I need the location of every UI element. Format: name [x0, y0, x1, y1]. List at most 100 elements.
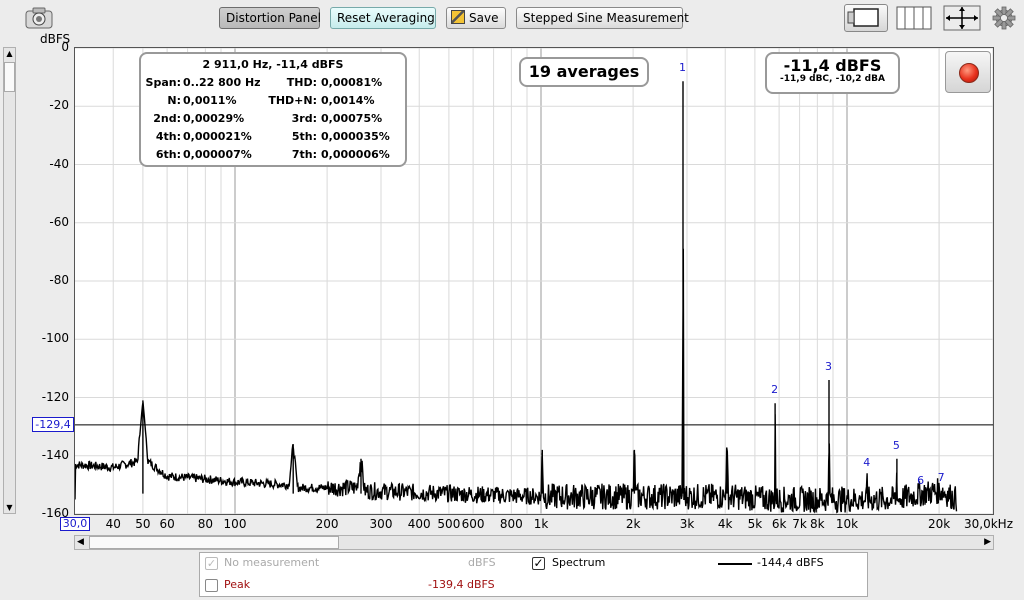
- no-measurement-unit: dBFS: [468, 556, 496, 569]
- stat-h3-value: 0,00075%: [321, 112, 383, 125]
- camera-icon[interactable]: [24, 6, 54, 30]
- vertical-scrollbar[interactable]: ▲ ▼: [3, 47, 16, 514]
- x-tick-label: 100: [223, 517, 247, 531]
- spectrum-label: Spectrum: [552, 556, 606, 569]
- x-tick-label: 200: [315, 517, 339, 531]
- x-tick-label: 4k: [717, 517, 733, 531]
- averages-badge: 19 averages: [519, 57, 649, 87]
- y-tick-label: 0: [61, 40, 69, 54]
- no-measurement-checkbox: ✓: [205, 557, 218, 570]
- stat-h6-label: 6th:: [155, 148, 181, 161]
- scroll-left-arrow[interactable]: ◀: [77, 537, 84, 547]
- cursor-level-label: -129,4: [32, 416, 74, 432]
- x-tick-label: 50: [135, 517, 151, 531]
- harmonic-marker-1: 1: [678, 61, 686, 75]
- x-tick-label: 800: [499, 517, 523, 531]
- spectrum-checkbox[interactable]: ✓: [532, 556, 545, 570]
- x-end-label: 30,0kHz: [964, 517, 1013, 531]
- y-tick-label: -40: [49, 156, 69, 171]
- peak-checkbox[interactable]: [205, 579, 218, 592]
- save-label: Save: [469, 11, 499, 25]
- no-measurement-label: No measurement: [224, 556, 320, 569]
- harmonic-marker-4: 4: [863, 456, 871, 470]
- horizontal-scrollbar[interactable]: ◀ ▶: [74, 535, 994, 550]
- x-tick-label: 3k: [679, 517, 695, 531]
- window-layout-icon[interactable]: [844, 4, 888, 32]
- y-tick-label: -140: [41, 447, 69, 462]
- y-tick-label: -120: [41, 389, 69, 404]
- spectrum-trace: [75, 81, 958, 514]
- stat-h4-value: 0,000021%: [183, 130, 252, 143]
- harmonic-marker-6: 6: [917, 473, 925, 487]
- legend-panel: ✓ No measurement dBFS ✓ Spectrum -144,4 …: [199, 552, 868, 597]
- stat-h6-value: 0,000007%: [183, 148, 252, 161]
- x-tick-label: 400: [407, 517, 431, 531]
- fit-view-icon[interactable]: [943, 5, 981, 31]
- stat-h2-label: 2nd:: [153, 112, 181, 125]
- stat-thdn-value: 0,0014%: [321, 94, 375, 107]
- stepped-sine-button[interactable]: Stepped Sine Measurement: [516, 7, 689, 29]
- harmonic-marker-2: 2: [771, 383, 779, 397]
- level-panel: -11,4 dBFS -11,9 dBC, -10,2 dBA: [765, 52, 900, 94]
- x-tick-label: 8k: [810, 517, 825, 531]
- stat-h5-label: 5th:: [291, 130, 317, 143]
- scroll-down-arrow[interactable]: ▼: [6, 503, 13, 512]
- y-tick-label: -80: [49, 273, 69, 287]
- x-tick-label: 40: [105, 517, 121, 531]
- save-icon: [451, 10, 465, 24]
- y-axis-unit: dBFS: [40, 32, 71, 46]
- stat-n-label: N:: [167, 94, 181, 107]
- y-tick-label: -20: [49, 98, 69, 113]
- distortion-stats-panel: 2 911,0 Hz, -11,4 dBFS Span: 0..22 800 Hz…: [139, 52, 407, 167]
- stat-h3-label: 3rd:: [291, 112, 317, 125]
- distortion-panel-button[interactable]: Distortion Panel: [219, 7, 321, 29]
- y-tick-label: -160: [41, 506, 69, 520]
- x-tick-label: 2k: [625, 517, 641, 531]
- x-tick-label: 7k: [792, 517, 807, 531]
- x-tick-label: 1k: [533, 517, 549, 531]
- stat-h7-value: 0,000006%: [321, 148, 390, 161]
- spectrum-line-swatch: [718, 563, 752, 565]
- x-tick-label: 60: [159, 517, 175, 531]
- split-view-icon[interactable]: [896, 6, 932, 30]
- x-tick-label: 80: [197, 517, 213, 531]
- settings-gear-icon[interactable]: [991, 6, 1017, 30]
- stat-h5-value: 0,000035%: [321, 130, 390, 143]
- stat-n-value: 0,0011%: [183, 94, 237, 107]
- averages-text: 19 averages: [528, 62, 640, 81]
- record-icon: [959, 63, 979, 83]
- x-tick-label: 10k: [835, 517, 859, 531]
- stat-thd-value: 0,00081%: [321, 76, 383, 89]
- stat-span-label: Span:: [145, 76, 181, 89]
- stat-h4-label: 4th:: [155, 130, 181, 143]
- harmonic-marker-3: 3: [824, 360, 832, 374]
- peak-value: -139,4 dBFS: [428, 578, 495, 591]
- y-tick-label: -100: [41, 331, 69, 346]
- scroll-thumb[interactable]: [4, 62, 15, 92]
- reset-averaging-button[interactable]: Reset Averaging: [330, 7, 436, 29]
- x-tick-label: 20k: [928, 517, 951, 531]
- record-button[interactable]: [945, 51, 991, 93]
- level-sub: -11,9 dBC, -10,2 dBA: [780, 74, 885, 84]
- x-tick-label: 500: [437, 517, 461, 531]
- harmonic-marker-7: 7: [937, 470, 945, 484]
- peak-label: Peak: [224, 578, 251, 591]
- stat-thdn-label: THD+N:: [268, 94, 317, 107]
- stat-thd-label: THD:: [286, 76, 317, 89]
- stat-h2-value: 0,00029%: [183, 112, 245, 125]
- level-main: -11,4 dBFS: [783, 56, 882, 75]
- save-button[interactable]: Save: [446, 7, 506, 29]
- scroll-right-arrow[interactable]: ▶: [984, 537, 991, 547]
- harmonic-marker-5: 5: [892, 438, 900, 452]
- x-tick-label: 600: [461, 517, 485, 531]
- stats-header: 2 911,0 Hz, -11,4 dBFS: [202, 58, 344, 71]
- x-tick-label: 300: [369, 517, 393, 531]
- x-start-label: 30,0: [60, 517, 90, 531]
- hscroll-thumb[interactable]: [89, 536, 339, 549]
- stat-h7-label: 7th:: [291, 148, 317, 161]
- y-tick-label: -60: [49, 214, 69, 229]
- x-tick-label: 6k: [771, 517, 787, 531]
- stat-span-value: 0..22 800 Hz: [183, 76, 261, 89]
- scroll-up-arrow[interactable]: ▲: [6, 49, 13, 58]
